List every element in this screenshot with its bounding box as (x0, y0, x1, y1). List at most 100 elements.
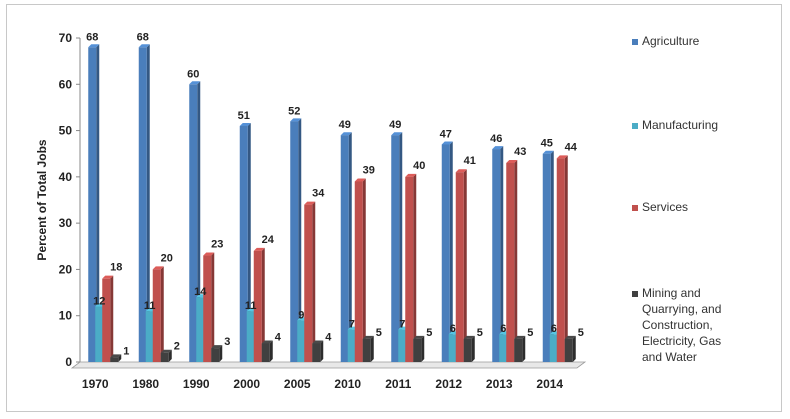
data-label: 2 (174, 341, 180, 353)
data-label: 40 (413, 160, 425, 172)
bar (253, 250, 262, 362)
bar-top (455, 169, 467, 173)
bar-top (514, 335, 526, 339)
bar-top (88, 44, 100, 48)
bar (196, 297, 205, 362)
data-label: 11 (245, 300, 257, 312)
legend-label: Manufacturing (642, 118, 718, 132)
bar (102, 278, 111, 362)
bar-side (550, 150, 554, 362)
bar-side (348, 132, 352, 362)
bar (152, 269, 161, 362)
bar-side (312, 201, 316, 362)
x-tick-label: 1980 (132, 377, 159, 391)
bar (312, 343, 321, 362)
bar-side (399, 132, 403, 362)
bar (564, 338, 573, 362)
bar (88, 47, 97, 362)
bar (203, 255, 212, 362)
data-label: 1 (123, 345, 129, 357)
bar-top (102, 275, 114, 279)
data-label: 23 (211, 239, 223, 251)
bar (211, 348, 220, 362)
bars (88, 44, 576, 363)
bar-side (269, 340, 273, 362)
bar-top (463, 335, 475, 339)
bar-top (189, 81, 201, 85)
data-label: 47 (440, 128, 452, 140)
data-label: 7 (349, 319, 355, 331)
data-label: 20 (161, 252, 173, 264)
bar-side (320, 340, 324, 362)
x-tick-label: 2005 (284, 377, 311, 391)
bar-side (564, 155, 568, 362)
bar-top (304, 201, 316, 205)
axes: 0 10 20 30 40 50 60 70 1970 1980 1990 2000 2005 2010 2… (59, 31, 587, 391)
bar-side (514, 159, 518, 362)
bar (441, 144, 450, 362)
bar (239, 125, 248, 362)
legend-swatch (632, 39, 638, 45)
bar-top (564, 335, 576, 339)
data-label: 4 (325, 331, 332, 343)
bar (398, 329, 407, 362)
bar-side (160, 266, 164, 362)
bar (138, 47, 147, 362)
data-label: 46 (490, 133, 502, 145)
bar-top (340, 132, 352, 136)
data-label: 5 (477, 327, 483, 339)
legend: Agriculture Manufacturing Services Mining a… (632, 34, 721, 364)
bar (354, 181, 363, 362)
bar (145, 311, 154, 362)
x-tick-label: 1970 (82, 377, 109, 391)
legend-label: Services (642, 200, 688, 214)
bar-top (441, 141, 453, 145)
bar-top (290, 118, 302, 122)
bar (362, 338, 371, 362)
data-label: 5 (578, 327, 584, 339)
bar (297, 320, 306, 362)
data-label: 18 (110, 262, 122, 274)
bar-top (261, 340, 273, 344)
bar (391, 135, 400, 362)
data-label: 60 (187, 68, 199, 80)
bar (506, 162, 515, 362)
bar (304, 204, 313, 362)
bar (246, 311, 255, 362)
data-label: 6 (500, 323, 506, 335)
bar-side (449, 141, 453, 362)
bar-side (298, 118, 302, 362)
bar (492, 149, 501, 362)
data-label: 5 (376, 327, 382, 339)
bar (499, 334, 508, 362)
bar (514, 338, 523, 362)
data-label: 3 (224, 336, 230, 348)
bar-side (471, 335, 475, 362)
data-label: 6 (551, 323, 557, 335)
x-tick-label: 2011 (385, 377, 411, 391)
bar-top (160, 349, 172, 353)
bar (455, 172, 464, 362)
bar (110, 357, 119, 362)
y-tick-label: 40 (59, 170, 73, 184)
legend-label: Agriculture (642, 34, 700, 48)
data-label: 41 (464, 155, 476, 167)
bar-side (572, 335, 576, 362)
data-labels: 68 12 18 1 68 11 20 2 60 14 23 3 51 11 24 4 52 9 34 4 49 7 39 5… (86, 31, 584, 357)
bar (290, 121, 299, 362)
x-tick-label: 2012 (435, 377, 462, 391)
data-label: 68 (86, 31, 98, 43)
bar-top (239, 122, 251, 126)
data-label: 52 (288, 105, 300, 117)
y-tick-label: 50 (59, 124, 73, 138)
y-axis-title: Percent of Total Jobs (35, 139, 49, 260)
bar (160, 352, 169, 362)
bar-top (253, 247, 265, 251)
legend-swatch (632, 205, 638, 211)
data-label: 51 (238, 110, 250, 122)
y-tick-label: 10 (59, 309, 73, 323)
x-tick-label: 2014 (536, 377, 563, 391)
bar (549, 334, 558, 362)
bar-top (203, 252, 215, 256)
